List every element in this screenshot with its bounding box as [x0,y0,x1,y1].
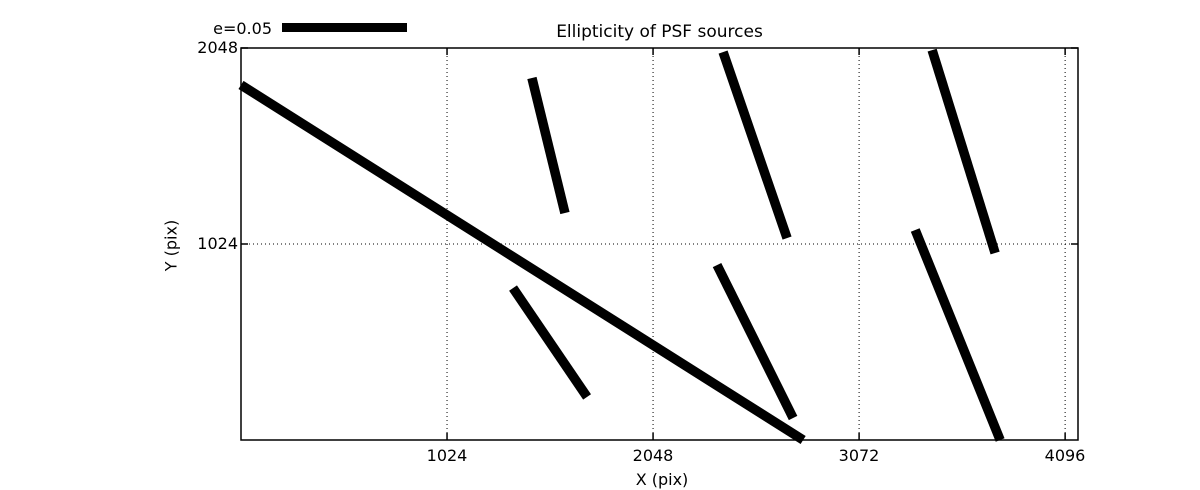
axes-frame [240,47,1079,441]
y-tick-label-1024: 1024 [197,234,238,253]
x-tick-label-3072: 3072 [838,446,880,465]
legend-label: e=0.05 [213,19,272,38]
chart-title: Ellipticity of PSF sources [556,22,763,42]
legend-scale-bar [282,23,407,32]
ellipticity-whisker-6 [910,228,1005,442]
ellipticity-whisker-3 [927,48,1000,255]
y-axis-label: Y (pix) [161,219,181,272]
ellipticity-whisker-5 [712,262,798,421]
ellipticity-whisker-1 [527,76,570,215]
y-tick-label-2048: 2048 [197,38,238,57]
x-tick-label-4096: 4096 [1044,446,1086,465]
x-tick-label-1024: 1024 [426,446,468,465]
ellipticity-whisker-2 [718,50,792,240]
ellipticity-whisker-4 [509,285,591,400]
x-tick-label-2048: 2048 [632,446,674,465]
ellipticity-whisker-0 [238,80,806,445]
x-axis-label: X (pix) [635,470,689,489]
